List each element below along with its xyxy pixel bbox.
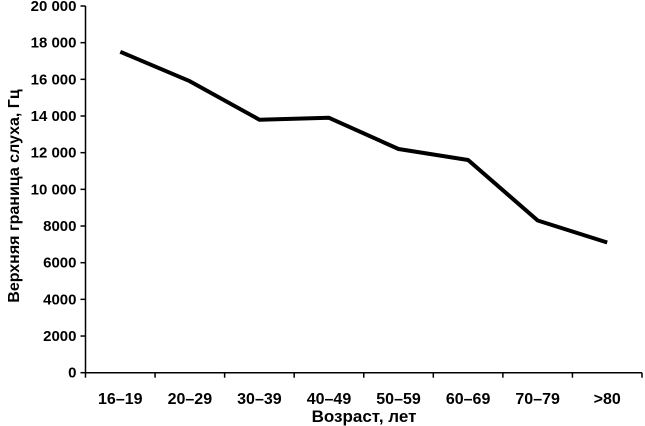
x-tick-label: 60–69 bbox=[446, 391, 491, 408]
y-tick-label: 8000 bbox=[43, 218, 76, 235]
x-tick-label: >80 bbox=[594, 391, 621, 408]
x-tick-label: 50–59 bbox=[376, 391, 421, 408]
x-tick-label: 20–29 bbox=[168, 391, 213, 408]
y-tick-label: 20 000 bbox=[31, 0, 77, 15]
y-tick-label: 18 000 bbox=[31, 35, 77, 52]
y-tick-label: 12 000 bbox=[31, 145, 77, 162]
y-axis-title: Верхняя граница слуха, Гц bbox=[6, 89, 23, 303]
y-tick-label: 14 000 bbox=[31, 108, 77, 125]
y-tick-label: 6000 bbox=[43, 255, 76, 272]
y-tick-label: 10 000 bbox=[31, 181, 77, 198]
data-series-line bbox=[119, 49, 608, 245]
x-tick-label: 40–49 bbox=[307, 391, 352, 408]
x-tick-label: 30–39 bbox=[237, 391, 282, 408]
y-tick-label: 2000 bbox=[43, 328, 76, 345]
x-axis-title: Возраст, лет bbox=[311, 407, 417, 426]
x-tick-label: 70–79 bbox=[515, 391, 560, 408]
y-tick-label: 4000 bbox=[43, 291, 76, 308]
y-tick-label: 16 000 bbox=[31, 71, 77, 88]
x-tick-label: 16–19 bbox=[98, 391, 143, 408]
y-tick-label: 0 bbox=[68, 365, 76, 382]
